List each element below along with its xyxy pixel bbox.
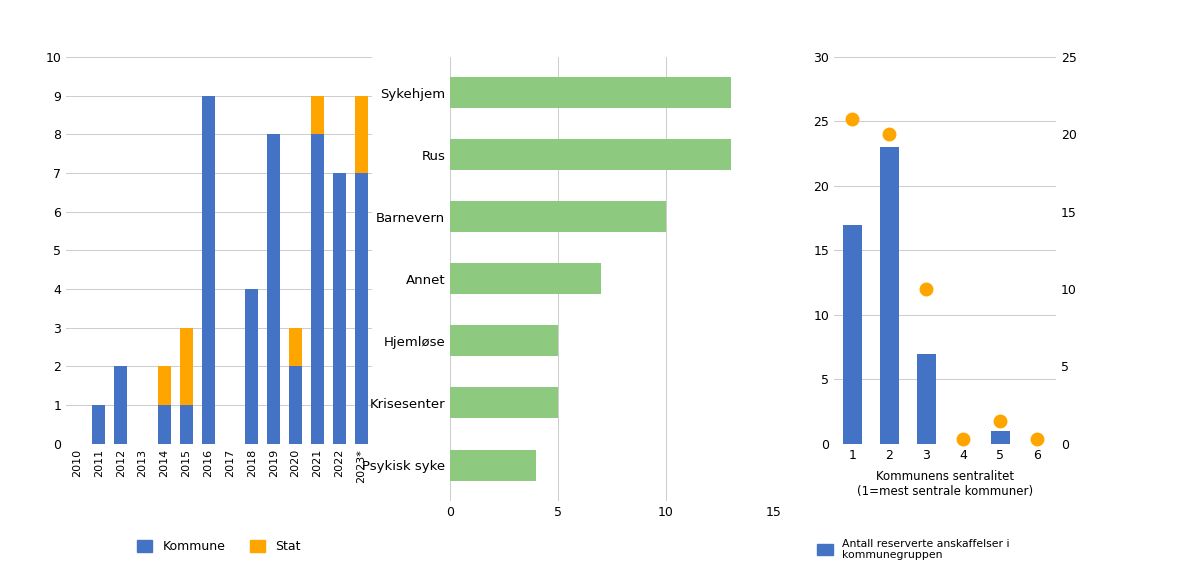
Bar [158, 405, 170, 444]
Bar [354, 96, 367, 173]
Bar [881, 147, 899, 444]
Bar [180, 405, 193, 444]
Bar [450, 77, 731, 108]
Bar [289, 366, 302, 444]
X-axis label: Kommunens sentralitet
(1=mest sentrale kommuner): Kommunens sentralitet (1=mest sentrale k… [857, 470, 1033, 498]
Bar [450, 325, 558, 356]
Bar [917, 353, 936, 444]
Bar [311, 134, 324, 444]
Bar [245, 289, 258, 444]
Legend: Kommune, Stat: Kommune, Stat [132, 535, 306, 558]
Bar [332, 173, 346, 444]
Bar [844, 225, 862, 444]
Bar [991, 431, 1009, 444]
Legend: Antall reserverte anskaffelser i
kommunegruppen, Andel kommuner i gruppen
med re: Antall reserverte anskaffelser i kommune… [812, 534, 1014, 569]
Bar [268, 134, 281, 444]
Bar [180, 328, 193, 405]
Bar [450, 263, 601, 294]
Bar [354, 173, 367, 444]
Bar [114, 366, 127, 444]
Bar [450, 387, 558, 418]
Bar [158, 366, 170, 405]
Bar [450, 201, 666, 232]
Bar [289, 328, 302, 366]
Bar [450, 139, 731, 170]
Bar [92, 405, 106, 444]
Bar [450, 450, 536, 481]
Bar [202, 96, 215, 444]
Bar [311, 96, 324, 134]
